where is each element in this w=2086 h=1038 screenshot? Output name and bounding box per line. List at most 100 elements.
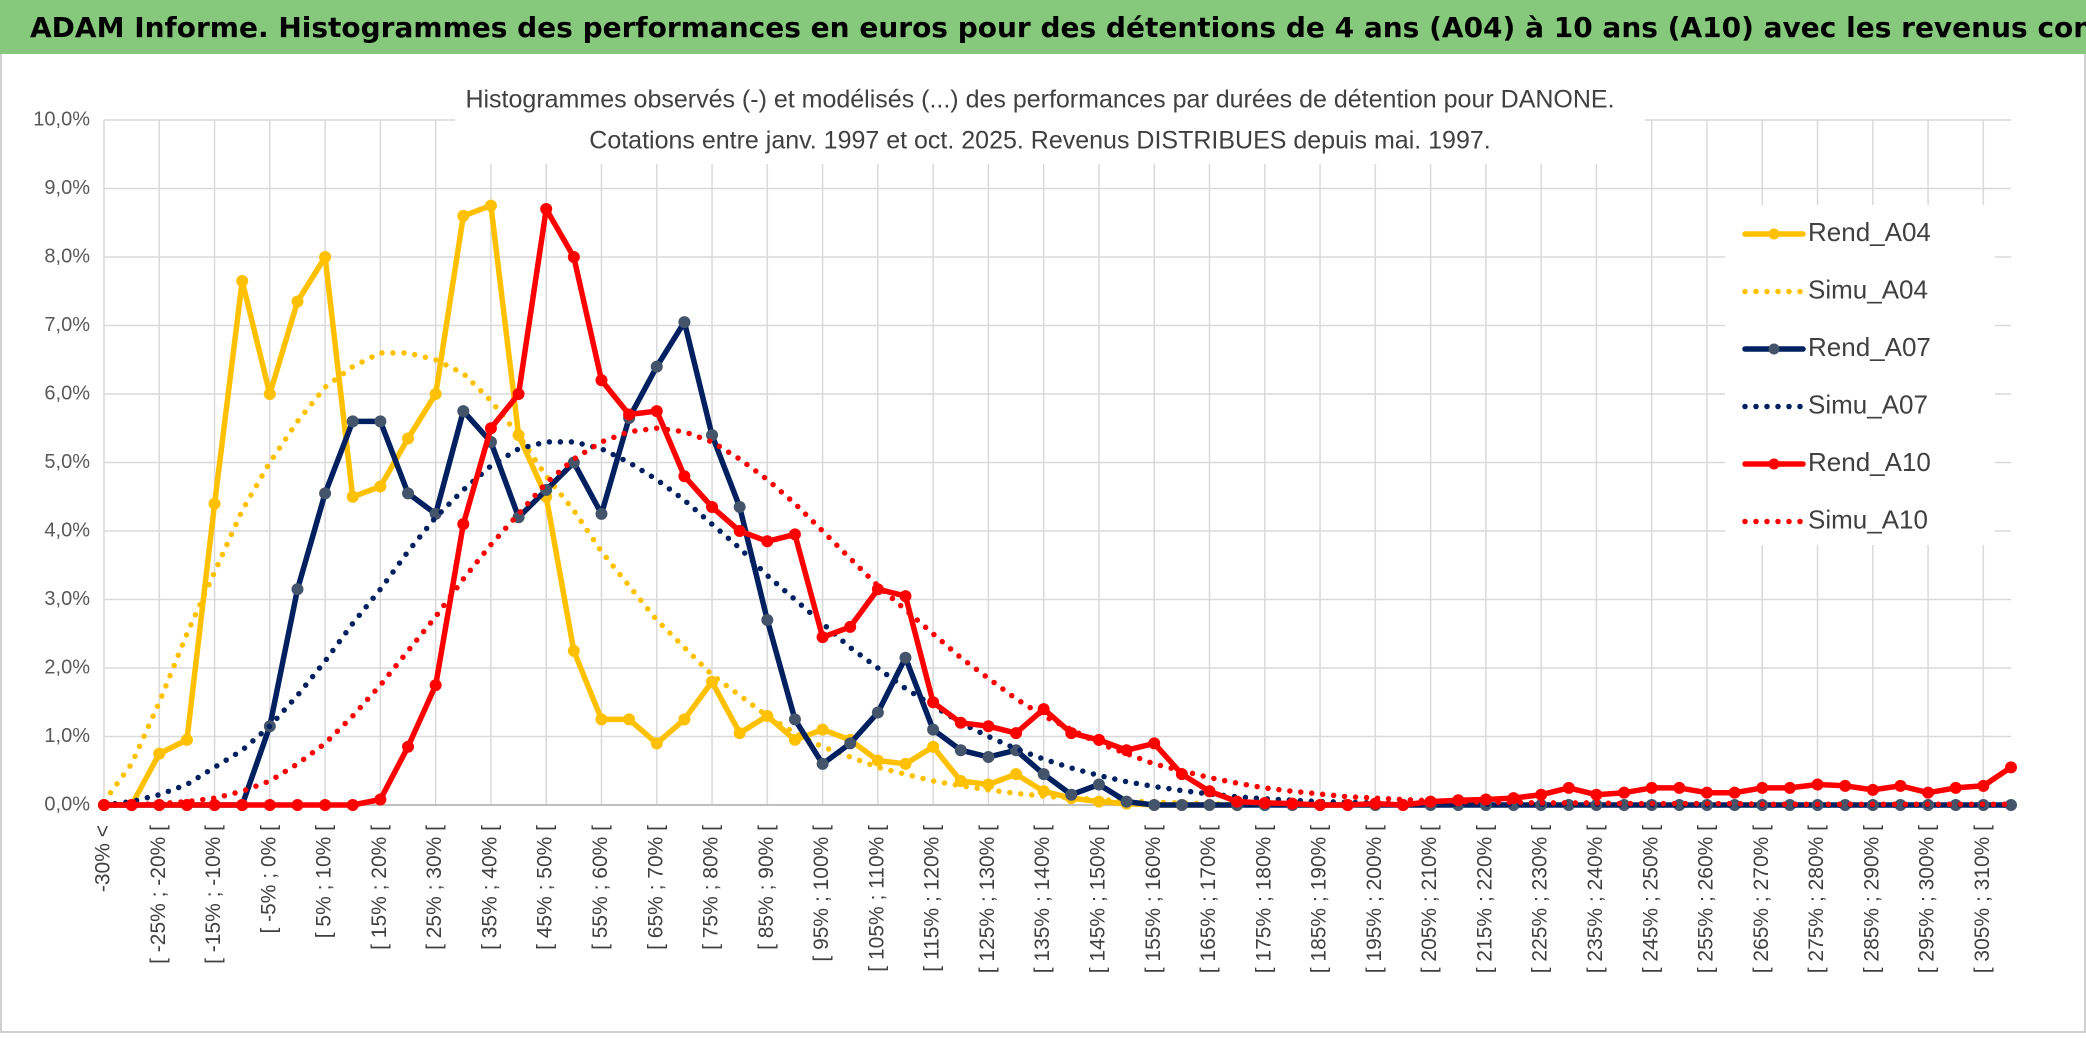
marker	[263, 388, 276, 400]
marker	[1590, 788, 1603, 801]
x-tick-label: [ 235% ; 240% [	[1584, 825, 1607, 973]
marker	[1010, 768, 1023, 781]
marker	[706, 501, 719, 514]
x-tick-label: [ 105% ; 110% [	[865, 825, 888, 972]
x-tick-label: [ 215% ; 220% [	[1473, 825, 1496, 973]
marker	[982, 751, 995, 764]
x-tick-label: [ 5% ; 10% [	[313, 825, 336, 938]
marker	[899, 757, 912, 770]
marker	[650, 360, 663, 373]
marker	[650, 737, 663, 750]
marker	[319, 487, 332, 500]
marker	[761, 535, 774, 548]
marker	[1314, 799, 1327, 811]
marker	[208, 497, 221, 510]
marker	[1092, 778, 1105, 791]
plot: Histogrammes observés (-) et modélisés (…	[98, 80, 2017, 811]
marker	[1175, 799, 1188, 811]
marker	[982, 720, 995, 733]
legend-label: Simu_A07	[1808, 389, 1928, 419]
marker	[871, 754, 884, 767]
x-tick-label: [ 285% ; 290% [	[1860, 825, 1883, 973]
marker	[1231, 795, 1244, 808]
x-tick-label: [ 145% ; 150% [	[1087, 825, 1110, 973]
marker	[927, 723, 940, 736]
marker	[512, 388, 525, 400]
line	[101, 319, 2014, 808]
x-tick-label: [ 115% ; 120% [	[921, 825, 944, 972]
marker	[1673, 781, 1686, 794]
dotted-line	[101, 425, 2014, 808]
marker	[180, 733, 193, 746]
chart-title: Cotations entre janv. 1997 et oct. 2025.…	[589, 127, 1490, 155]
legend-label: Simu_A04	[1808, 274, 1928, 304]
x-tick-label: [ 65% ; 70% [	[644, 825, 667, 950]
legend-label: Rend_A10	[1808, 447, 1931, 477]
marker	[374, 415, 387, 428]
marker	[540, 203, 553, 216]
marker	[429, 679, 442, 692]
y-tick-label: 1,0%	[44, 725, 90, 747]
marker	[1148, 737, 1161, 750]
x-tick-label: [ 95% ; 100% [	[810, 825, 833, 962]
x-tick-label: -30% <	[92, 825, 115, 892]
x-tick-label: [ 255% ; 260% [	[1695, 825, 1718, 973]
marker	[1618, 786, 1631, 799]
x-tick-label: [ 195% ; 200% [	[1363, 825, 1386, 973]
marker	[1839, 779, 1852, 792]
x-tick-label: [ 295% ; 300% [	[1916, 825, 1939, 973]
legend-background	[1725, 205, 1995, 545]
legend-marker	[1768, 228, 1780, 240]
x-tick-label: [ 35% ; 40% [	[478, 825, 501, 950]
x-tick-label: [ 135% ; 140% [	[1031, 825, 1054, 973]
marker	[402, 432, 415, 445]
x-tick-label: [ 155% ; 160% [	[1142, 825, 1165, 973]
marker	[954, 744, 967, 757]
marker	[595, 713, 608, 726]
marker	[402, 487, 415, 500]
marker	[954, 716, 967, 729]
y-tick-label: 7,0%	[44, 314, 90, 336]
x-tick-label: [ 225% ; 230% [	[1529, 825, 1552, 973]
legend-label: Rend_A04	[1808, 217, 1931, 247]
x-tick-label: [ 185% ; 190% [	[1308, 825, 1331, 973]
x-tick-label: [ 165% ; 170% [	[1197, 825, 1220, 973]
header-title: ADAM Informe. Histogrammes des performan…	[30, 11, 2086, 44]
marker	[291, 583, 304, 596]
marker	[788, 528, 801, 541]
marker	[816, 631, 829, 644]
x-tick-label: [ -5% ; 0% [	[257, 825, 280, 934]
marker	[733, 727, 746, 740]
marker	[1148, 799, 1161, 811]
marker	[374, 793, 387, 806]
marker	[1866, 783, 1879, 796]
y-tick-label: 5,0%	[44, 451, 90, 473]
line	[101, 206, 2014, 808]
marker	[1037, 768, 1050, 781]
chart-title: Histogrammes observés (-) et modélisés (…	[465, 86, 1614, 114]
marker	[1811, 778, 1824, 791]
marker	[457, 405, 470, 418]
x-tick-label: [ 125% ; 130% [	[976, 825, 999, 973]
legend-label: Rend_A07	[1808, 332, 1931, 362]
marker	[1010, 727, 1023, 740]
marker	[2005, 799, 2017, 811]
marker	[623, 713, 636, 726]
y-tick-label: 4,0%	[44, 519, 90, 541]
x-tick-label: [ 15% ; 20% [	[368, 825, 391, 950]
marker	[1396, 799, 1409, 811]
marker	[1286, 797, 1299, 810]
marker	[733, 501, 746, 514]
marker	[623, 408, 636, 421]
x-tick-label: [ 175% ; 180% [	[1252, 825, 1275, 973]
marker	[484, 199, 497, 212]
marker	[374, 480, 387, 493]
marker	[1341, 799, 1354, 811]
marker	[1949, 781, 1962, 794]
legend-label: Simu_A10	[1808, 504, 1928, 534]
marker	[678, 470, 691, 483]
y-tick-label: 6,0%	[44, 382, 90, 404]
marker	[319, 251, 332, 263]
x-tick-label: [ 75% ; 80% [	[700, 825, 723, 950]
marker	[678, 713, 691, 726]
